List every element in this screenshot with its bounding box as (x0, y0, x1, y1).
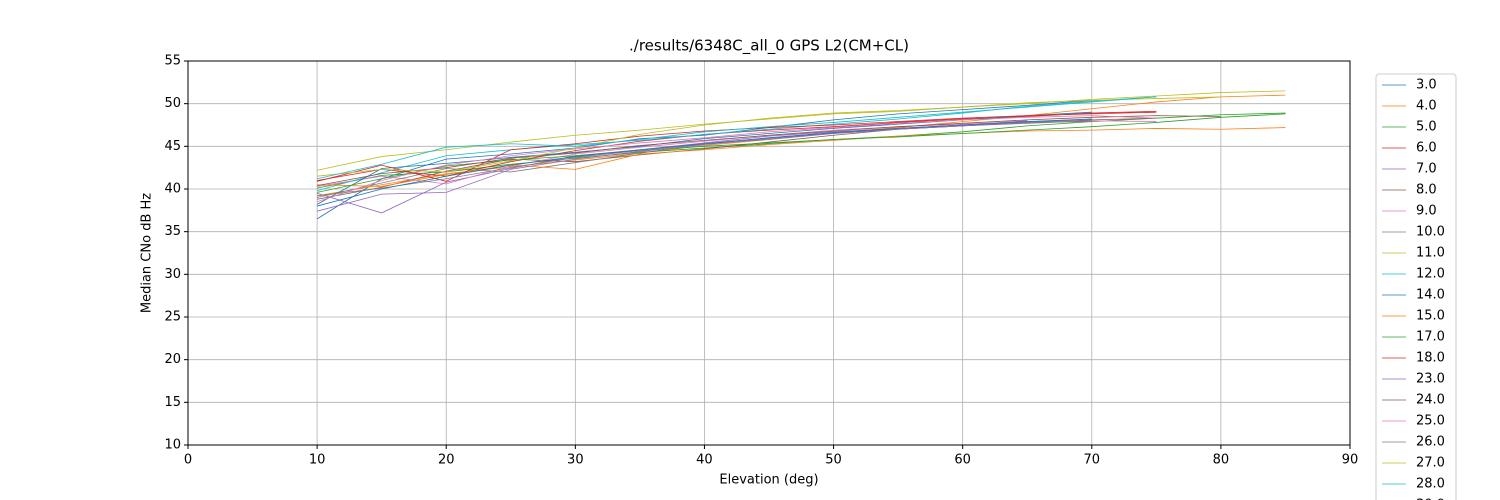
y-tick-label: 20 (164, 352, 181, 367)
y-tick-label: 45 (164, 139, 181, 154)
series-line (317, 90, 1286, 171)
series-line (316, 99, 1092, 220)
x-tick-label: 50 (825, 453, 842, 468)
series-line (317, 113, 1286, 193)
y-tick-label: 40 (164, 182, 181, 197)
x-tick-label: 10 (309, 453, 326, 468)
legend-label: 5.0 (1416, 120, 1437, 135)
x-tick-label: 80 (1213, 453, 1230, 468)
legend-label: 11.0 (1416, 246, 1445, 261)
y-tick-label: 35 (164, 224, 181, 239)
x-tick-label: 30 (567, 453, 584, 468)
legend-frame (1375, 73, 1457, 500)
y-tick-label: 10 (164, 438, 181, 453)
x-tick-label: 20 (438, 453, 455, 468)
y-axis-label: Median CNo dB Hz (140, 193, 155, 313)
legend-label: 4.0 (1416, 99, 1437, 114)
legend-label: 24.0 (1416, 393, 1445, 408)
x-axis-label: Elevation (deg) (719, 473, 818, 488)
y-tick-label: 30 (164, 267, 181, 282)
x-tick-label: 70 (1084, 453, 1101, 468)
legend-label: 9.0 (1416, 204, 1437, 219)
series-line (317, 94, 1286, 197)
x-tick-label: 90 (1342, 453, 1359, 468)
legend-label: 10.0 (1416, 225, 1445, 240)
legend-label: 12.0 (1416, 267, 1445, 282)
legend-label: 30.0 (1416, 498, 1445, 500)
legend-label: 28.0 (1416, 477, 1445, 492)
series-line (317, 96, 1221, 177)
series-line (317, 115, 1221, 186)
x-tick-label: 60 (954, 453, 971, 468)
chart-title: ./results/6348C_all_0 GPS L2(CM+CL) (629, 37, 909, 56)
legend-label: 15.0 (1416, 309, 1445, 324)
legend-label: 18.0 (1416, 351, 1445, 366)
y-tick-label: 55 (164, 54, 181, 69)
series-line (316, 115, 1157, 203)
x-tick-label: 40 (696, 453, 713, 468)
legend-label: 25.0 (1416, 414, 1445, 429)
x-tick-label: 0 (184, 453, 192, 468)
legend-label: 17.0 (1416, 330, 1445, 345)
series-line (317, 127, 1286, 187)
y-tick-label: 15 (164, 395, 181, 410)
legend-label: 14.0 (1416, 288, 1445, 303)
y-tick-label: 25 (164, 310, 181, 325)
legend-label: 23.0 (1416, 372, 1445, 387)
series-line (317, 96, 1157, 192)
series-line (317, 120, 1092, 212)
series-line (317, 112, 1286, 189)
series-line (317, 118, 1092, 207)
legend-label: 6.0 (1416, 141, 1437, 156)
legend-label: 8.0 (1416, 183, 1437, 198)
plot-frame (187, 60, 1351, 446)
series-line (317, 110, 1157, 181)
series-line (317, 96, 1157, 180)
legend-label: 3.0 (1416, 78, 1437, 93)
legend-label: 7.0 (1416, 162, 1437, 177)
legend-label: 26.0 (1416, 435, 1445, 450)
y-tick-label: 50 (164, 96, 181, 111)
legend-label: 27.0 (1416, 456, 1445, 471)
